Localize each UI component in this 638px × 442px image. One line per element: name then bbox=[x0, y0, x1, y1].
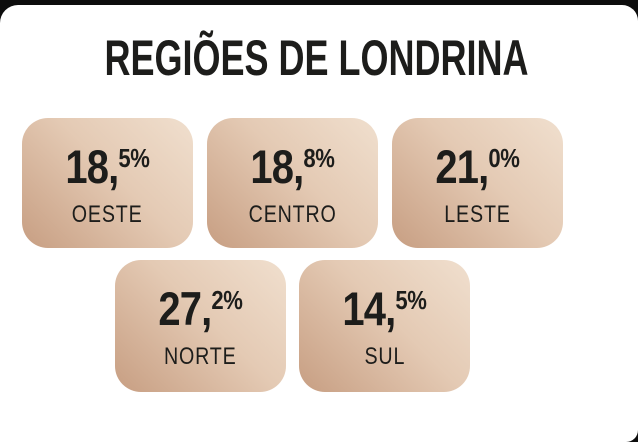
region-label: SUL bbox=[360, 345, 410, 369]
region-card-oeste: 18, 5% OESTE bbox=[22, 118, 193, 248]
region-card-sul: 14, 5% SUL bbox=[299, 260, 470, 392]
region-card-centro: 18, 8% CENTRO bbox=[207, 118, 378, 248]
region-value-sup: 2% bbox=[211, 285, 243, 315]
region-value-main: 27, bbox=[158, 282, 212, 335]
region-value-main: 21, bbox=[435, 140, 489, 193]
region-value-main: 18, bbox=[65, 140, 119, 193]
region-label-text: NORTE bbox=[164, 343, 237, 370]
card-surface: REGIÕES DE LONDRINA 18, 5% OESTE 18, 8% CE… bbox=[0, 5, 638, 442]
region-card-norte: 27, 2% NORTE bbox=[115, 260, 286, 392]
region-label: LESTE bbox=[437, 203, 518, 227]
region-label-text: OESTE bbox=[72, 201, 143, 228]
region-value: 14, 5% bbox=[342, 282, 427, 335]
region-value: 21, 0% bbox=[435, 140, 520, 193]
region-value: 18, 5% bbox=[65, 140, 150, 193]
region-value: 18, 8% bbox=[250, 140, 335, 193]
region-label-text: SUL bbox=[364, 343, 405, 370]
page-title: REGIÕES DE LONDRINA bbox=[22, 33, 563, 83]
region-value-sup: 5% bbox=[118, 143, 150, 173]
region-value-main: 14, bbox=[342, 282, 396, 335]
region-value-sup: 8% bbox=[303, 143, 335, 173]
region-value-sup: 0% bbox=[488, 143, 520, 173]
region-label: NORTE bbox=[156, 345, 245, 369]
region-label: CENTRO bbox=[239, 203, 346, 227]
region-value-main: 18, bbox=[250, 140, 304, 193]
region-row-top: 18, 5% OESTE 18, 8% CENTRO 21, 0% LESTE bbox=[22, 118, 563, 248]
region-label-text: CENTRO bbox=[248, 201, 337, 228]
page-title-text: REGIÕES DE LONDRINA bbox=[104, 30, 529, 86]
region-value-sup: 5% bbox=[395, 285, 427, 315]
region-label-text: LESTE bbox=[444, 201, 511, 228]
region-value: 27, 2% bbox=[158, 282, 243, 335]
region-grid: 18, 5% OESTE 18, 8% CENTRO 21, 0% LESTE bbox=[22, 118, 563, 392]
region-row-bottom: 27, 2% NORTE 14, 5% SUL bbox=[22, 260, 563, 392]
region-label: OESTE bbox=[64, 203, 150, 227]
region-card-leste: 21, 0% LESTE bbox=[392, 118, 563, 248]
